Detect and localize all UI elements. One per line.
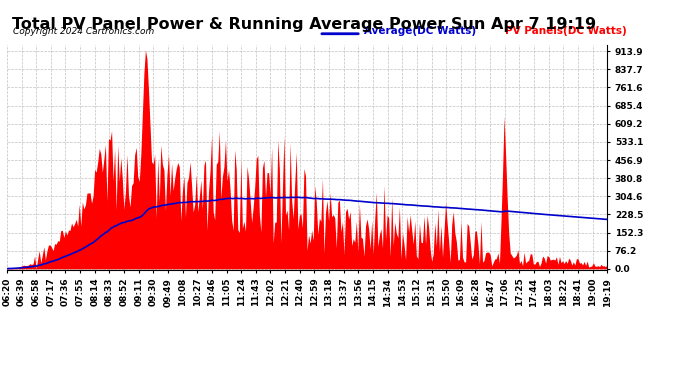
Text: PV Panels(DC Watts): PV Panels(DC Watts) — [505, 26, 627, 36]
FancyBboxPatch shape — [493, 29, 500, 38]
Text: Total PV Panel Power & Running Average Power Sun Apr 7 19:19: Total PV Panel Power & Running Average P… — [12, 17, 595, 32]
Text: Copyright 2024 Cartronics.com: Copyright 2024 Cartronics.com — [13, 27, 154, 36]
Text: Average(DC Watts): Average(DC Watts) — [364, 26, 476, 36]
